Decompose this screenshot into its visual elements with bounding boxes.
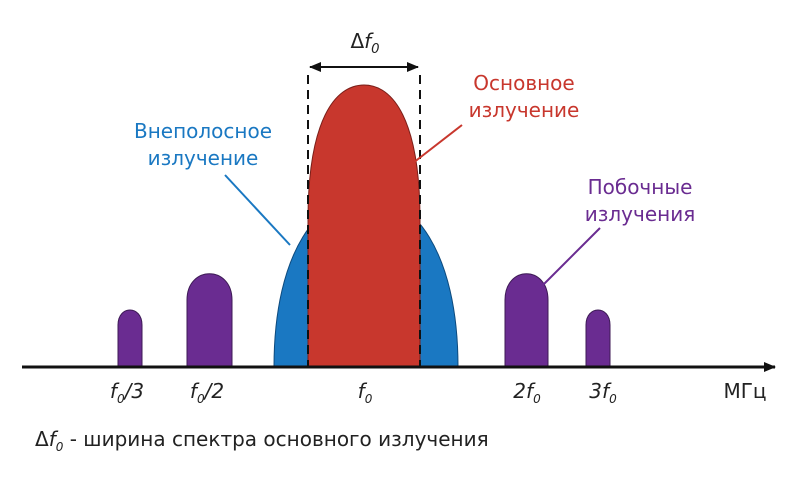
- main-emission: [307, 84, 421, 368]
- text-part: 0: [197, 392, 205, 406]
- text-part: 0: [371, 42, 379, 57]
- text-part: Δ: [35, 427, 49, 451]
- leader-line: [412, 124, 463, 164]
- axis-tick-label: 3f0: [589, 379, 617, 406]
- leader-line: [224, 174, 291, 246]
- bandwidth-label: Δf0: [350, 29, 379, 57]
- spurious-peak: [186, 273, 233, 368]
- labels: Δf0ОсновноеизлучениеВнеполосноеизлучение…: [35, 29, 767, 454]
- callout-main: излучение: [469, 98, 580, 122]
- text-part: 0: [117, 392, 125, 406]
- text-part: 0: [365, 392, 373, 406]
- callout-main: Основное: [473, 71, 574, 95]
- axis-tick-label: 2f0: [513, 379, 541, 406]
- text-part: f: [358, 379, 368, 403]
- text-part: f: [190, 379, 200, 403]
- text-part: f: [364, 29, 374, 53]
- footnote: Δf0 - ширина спектра основного излучения: [35, 427, 489, 454]
- callout-out-of-band: излучение: [148, 146, 259, 170]
- callout-out-of-band: Внеполосное: [134, 119, 272, 143]
- axis-unit: МГц: [723, 379, 766, 403]
- text-part: f: [110, 379, 120, 403]
- axis-tick-label: f0/2: [190, 379, 224, 406]
- callout-spurious: Побочные: [588, 175, 693, 199]
- axis-tick-label: f0: [358, 379, 373, 406]
- text-part: 2f: [513, 379, 536, 403]
- text-part: Δ: [350, 29, 364, 53]
- spurious-peak: [585, 309, 611, 368]
- axis-tick-label: f0/3: [110, 379, 144, 406]
- leader-line: [539, 227, 601, 289]
- text-part: /3: [123, 379, 144, 403]
- text-part: /2: [203, 379, 224, 403]
- spurious-peak: [117, 309, 143, 368]
- spurious-peak: [504, 273, 549, 368]
- text-part: 0: [56, 440, 64, 454]
- text-part: 0: [609, 392, 617, 406]
- text-part: - ширина спектра основного излучения: [63, 427, 488, 451]
- text-part: 0: [533, 392, 541, 406]
- text-part: 3f: [589, 379, 612, 403]
- callout-spurious: излучения: [585, 202, 695, 226]
- text-part: f: [49, 427, 59, 451]
